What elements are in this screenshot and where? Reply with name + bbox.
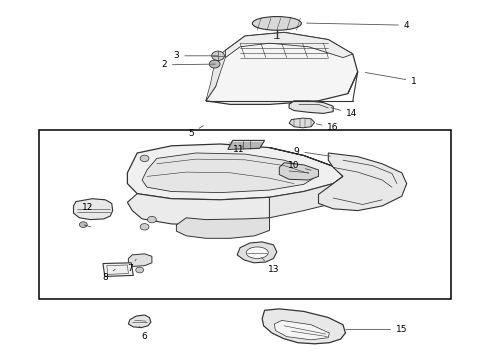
- Text: 8: 8: [102, 269, 115, 282]
- Text: 5: 5: [188, 126, 203, 138]
- Polygon shape: [289, 101, 333, 113]
- Polygon shape: [74, 199, 113, 220]
- Polygon shape: [206, 32, 358, 104]
- Circle shape: [140, 155, 149, 162]
- Text: 9: 9: [294, 147, 330, 156]
- Polygon shape: [274, 320, 329, 340]
- Text: 1: 1: [366, 72, 417, 85]
- Circle shape: [212, 51, 224, 60]
- Ellipse shape: [252, 17, 301, 30]
- Text: 14: 14: [331, 108, 358, 118]
- Text: 16: 16: [317, 123, 339, 132]
- Polygon shape: [270, 148, 343, 218]
- Text: 3: 3: [173, 51, 218, 60]
- Ellipse shape: [246, 247, 269, 258]
- Polygon shape: [237, 242, 277, 263]
- Polygon shape: [103, 263, 133, 276]
- Polygon shape: [142, 153, 314, 193]
- Text: 13: 13: [262, 258, 279, 274]
- Polygon shape: [128, 254, 152, 266]
- Bar: [39, 130, 451, 299]
- Text: 15: 15: [346, 325, 408, 334]
- Polygon shape: [289, 118, 315, 128]
- Polygon shape: [225, 32, 353, 58]
- Polygon shape: [127, 144, 343, 200]
- Circle shape: [147, 216, 156, 223]
- Text: 12: 12: [81, 202, 93, 211]
- Text: 10: 10: [288, 161, 311, 170]
- Polygon shape: [128, 315, 151, 328]
- Circle shape: [136, 267, 144, 273]
- Text: 7: 7: [127, 259, 136, 273]
- Text: 4: 4: [307, 21, 410, 30]
- Polygon shape: [318, 153, 407, 211]
- Circle shape: [79, 222, 87, 228]
- Polygon shape: [206, 50, 225, 101]
- Polygon shape: [176, 218, 270, 238]
- Text: 11: 11: [233, 145, 245, 154]
- Text: 2: 2: [161, 60, 215, 69]
- Polygon shape: [228, 140, 265, 149]
- Polygon shape: [127, 194, 270, 225]
- Circle shape: [140, 224, 149, 230]
- Text: 6: 6: [140, 326, 147, 341]
- Circle shape: [209, 60, 220, 68]
- Polygon shape: [279, 163, 318, 180]
- Polygon shape: [262, 309, 345, 344]
